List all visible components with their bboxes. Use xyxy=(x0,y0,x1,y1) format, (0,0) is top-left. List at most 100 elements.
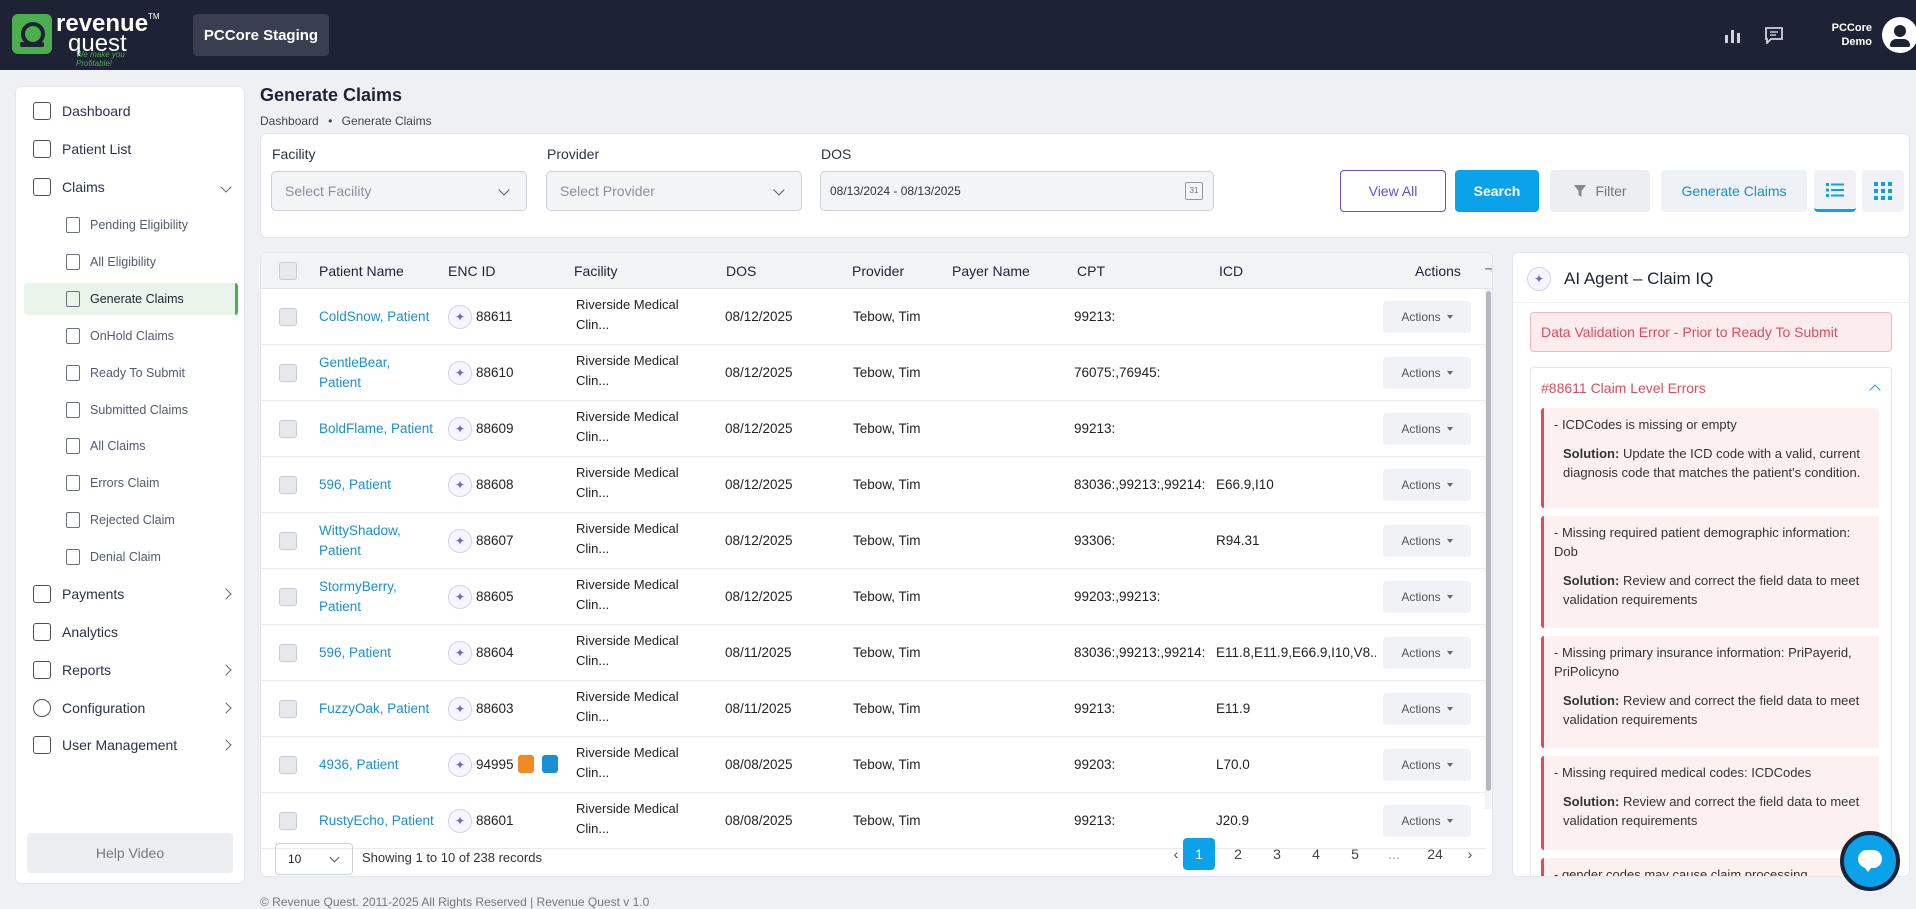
column-icd[interactable]: ICD xyxy=(1219,263,1244,279)
patient-name-link[interactable]: GentleBear, Patient xyxy=(319,353,390,393)
row-checkbox[interactable] xyxy=(279,812,297,830)
help-video-button[interactable]: Help Video xyxy=(27,833,233,873)
row-actions-dropdown[interactable]: Actions xyxy=(1383,693,1471,725)
table-scrollbar-thumb[interactable] xyxy=(1486,291,1491,791)
row-actions-dropdown[interactable]: Actions xyxy=(1383,469,1471,501)
table-row[interactable]: RustyEcho, Patient ✦ 88601 Riverside Medica… xyxy=(261,793,1486,849)
pagination-page-3[interactable]: 3 xyxy=(1273,846,1281,862)
sidebar-sub-rejected-claim[interactable]: Rejected Claim xyxy=(24,504,238,536)
patient-name-link[interactable]: 4936, Patient xyxy=(319,757,399,772)
sidebar-sub-ready-to-submit[interactable]: Ready To Submit xyxy=(24,357,238,389)
breadcrumb-home[interactable]: Dashboard xyxy=(260,114,319,128)
document-flag-icon[interactable] xyxy=(518,755,534,773)
sidebar-item-claims[interactable]: Claims xyxy=(16,170,244,204)
column-cpt[interactable]: CPT xyxy=(1077,263,1105,279)
pagination-prev-button[interactable]: ‹ xyxy=(1173,846,1179,862)
table-row[interactable]: FuzzyOak, Patient ✦ 88603 Riverside Medical… xyxy=(261,681,1486,737)
patient-name-link[interactable]: ColdSnow, Patient xyxy=(319,309,430,324)
pagination-next-button[interactable]: › xyxy=(1467,846,1473,862)
sidebar-sub-pending-eligibility[interactable]: Pending Eligibility xyxy=(24,209,238,241)
chevron-up-icon[interactable] xyxy=(1869,384,1881,396)
sidebar-item-reports[interactable]: Reports xyxy=(16,653,244,687)
table-row[interactable]: GentleBear, Patient ✦ 88610 Riverside Medica… xyxy=(261,345,1486,401)
row-actions-dropdown[interactable]: Actions xyxy=(1383,413,1471,445)
column-patient-name[interactable]: Patient Name xyxy=(319,263,404,279)
ai-sparkle-icon[interactable]: ✦ xyxy=(448,809,472,833)
sidebar-sub-submitted-claims[interactable]: Submitted Claims xyxy=(24,394,238,426)
row-actions-dropdown[interactable]: Actions xyxy=(1383,301,1471,333)
sidebar-sub-generate-claims[interactable]: Generate Claims xyxy=(24,283,238,315)
patient-name-link[interactable]: 596, Patient xyxy=(319,645,392,660)
ai-sparkle-icon[interactable]: ✦ xyxy=(448,753,472,777)
ai-sparkle-icon[interactable]: ✦ xyxy=(448,529,472,553)
page-size-select[interactable]: 10 xyxy=(275,843,353,875)
grid-view-toggle[interactable] xyxy=(1862,170,1904,212)
row-actions-dropdown[interactable]: Actions xyxy=(1383,749,1471,781)
row-actions-dropdown[interactable]: Actions xyxy=(1383,525,1471,557)
row-checkbox[interactable] xyxy=(279,644,297,662)
sidebar-item-payments[interactable]: Payments xyxy=(16,577,244,611)
row-actions-dropdown[interactable]: Actions xyxy=(1383,637,1471,669)
row-checkbox[interactable] xyxy=(279,420,297,438)
facility-select[interactable]: Select Facility xyxy=(271,171,527,211)
sidebar-item-configuration[interactable]: Configuration xyxy=(16,691,244,725)
table-row[interactable]: 596, Patient ✦ 88604 Riverside Medical Clin.… xyxy=(261,625,1486,681)
sidebar-sub-denial-claim[interactable]: Denial Claim xyxy=(24,541,238,573)
row-actions-dropdown[interactable]: Actions xyxy=(1383,805,1471,837)
patient-name-link[interactable]: FuzzyOak, Patient xyxy=(319,701,430,716)
table-row[interactable]: 4936, Patient ✦ 94995 Riverside Medical Clin… xyxy=(261,737,1486,793)
sidebar-sub-all-eligibility[interactable]: All Eligibility xyxy=(24,246,238,278)
view-all-button[interactable]: View All xyxy=(1340,170,1446,212)
pagination-page-4[interactable]: 4 xyxy=(1312,846,1320,862)
provider-select[interactable]: Select Provider xyxy=(546,171,802,211)
collapse-panel-icon[interactable]: ⇥ xyxy=(1479,259,1492,283)
bar-chart-icon[interactable] xyxy=(1723,26,1743,44)
environment-selector-button[interactable]: PCCore Staging xyxy=(193,14,329,56)
ai-sparkle-icon[interactable]: ✦ xyxy=(448,641,472,665)
revenue-quest-logo[interactable]: revenue quest TM We make you Profitable! xyxy=(12,12,162,68)
patient-name-link[interactable]: 596, Patient xyxy=(319,477,392,492)
row-checkbox[interactable] xyxy=(279,476,297,494)
sidebar-item-dashboard[interactable]: Dashboard xyxy=(16,94,244,128)
sidebar-item-patient-list[interactable]: Patient List xyxy=(16,132,244,166)
patient-name-link[interactable]: StormyBerry, Patient xyxy=(319,577,397,617)
column-dos[interactable]: DOS xyxy=(726,263,757,279)
chat-bubble-icon[interactable] xyxy=(1764,26,1784,44)
note-flag-icon[interactable] xyxy=(542,755,558,773)
row-checkbox[interactable] xyxy=(279,532,297,550)
sidebar-sub-all-claims[interactable]: All Claims xyxy=(24,430,238,462)
column-provider[interactable]: Provider xyxy=(852,263,905,279)
table-row[interactable]: 596, Patient ✦ 88608 Riverside Medical Clin.… xyxy=(261,457,1486,513)
row-checkbox[interactable] xyxy=(279,756,297,774)
ai-sparkle-icon[interactable]: ✦ xyxy=(448,585,472,609)
filter-button[interactable]: Filter xyxy=(1550,170,1650,212)
sidebar-sub-errors-claim[interactable]: Errors Claim xyxy=(24,467,238,499)
calendar-icon[interactable]: 31 xyxy=(1185,182,1203,200)
patient-name-link[interactable]: BoldFlame, Patient xyxy=(319,421,434,436)
row-actions-dropdown[interactable]: Actions xyxy=(1383,581,1471,613)
pagination-page-1[interactable]: 1 xyxy=(1183,838,1215,870)
pagination-page-2[interactable]: 2 xyxy=(1234,846,1242,862)
ai-sparkle-icon[interactable]: ✦ xyxy=(448,697,472,721)
ai-sparkle-icon[interactable]: ✦ xyxy=(448,361,472,385)
pagination-page-24[interactable]: 24 xyxy=(1427,846,1443,862)
generate-claims-button[interactable]: Generate Claims xyxy=(1661,170,1807,212)
claim-errors-title[interactable]: #88611 Claim Level Errors xyxy=(1541,380,1706,396)
chat-support-button[interactable] xyxy=(1840,831,1900,891)
row-checkbox[interactable] xyxy=(279,588,297,606)
select-all-checkbox[interactable] xyxy=(279,262,297,280)
column-enc-id[interactable]: ENC ID xyxy=(448,263,496,279)
table-row[interactable]: BoldFlame, Patient ✦ 88609 Riverside Medica… xyxy=(261,401,1486,457)
pagination-page-5[interactable]: 5 xyxy=(1351,846,1359,862)
sidebar-item-user-management[interactable]: User Management xyxy=(16,728,244,762)
column-facility[interactable]: Facility xyxy=(574,263,618,279)
list-view-toggle[interactable] xyxy=(1814,170,1856,212)
search-button[interactable]: Search xyxy=(1455,170,1539,212)
dos-date-range-input[interactable]: 08/13/2024 - 08/13/2025 31 xyxy=(820,171,1214,211)
patient-name-link[interactable]: WittyShadow, Patient xyxy=(319,521,401,561)
ai-sparkle-icon[interactable]: ✦ xyxy=(448,305,472,329)
row-checkbox[interactable] xyxy=(279,308,297,326)
table-row[interactable]: WittyShadow, Patient ✦ 88607 Riverside Medic… xyxy=(261,513,1486,569)
table-row[interactable]: StormyBerry, Patient ✦ 88605 Riverside Medic… xyxy=(261,569,1486,625)
row-checkbox[interactable] xyxy=(279,700,297,718)
